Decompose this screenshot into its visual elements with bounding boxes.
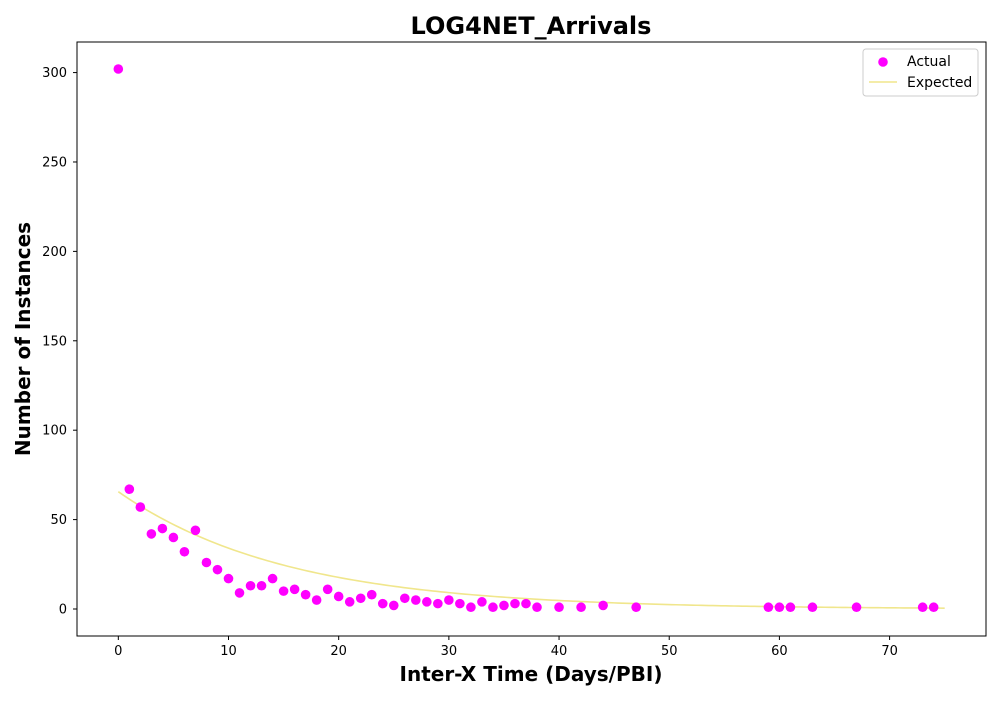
actual-point — [763, 602, 774, 613]
y-tick-label: 250 — [42, 155, 67, 170]
actual-point — [807, 602, 818, 613]
y-tick-label: 100 — [42, 424, 67, 439]
legend-expected-label: Expected — [907, 75, 972, 91]
actual-point — [124, 484, 135, 494]
actual-point — [190, 525, 201, 536]
actual-point — [377, 598, 388, 609]
actual-point — [598, 600, 608, 611]
actual-point — [477, 597, 487, 607]
actual-point — [355, 593, 366, 604]
actual-point — [333, 591, 344, 602]
actual-point — [300, 589, 311, 600]
actual-point — [774, 602, 785, 613]
actual-point — [201, 557, 212, 568]
x-tick-label: 30 — [441, 644, 458, 659]
actual-point — [234, 588, 245, 598]
y-tick-label: 200 — [42, 245, 67, 260]
actual-point — [322, 584, 333, 595]
y-tick-label: 150 — [42, 334, 67, 349]
x-axis-label: Inter-X Time (Days/PBI) — [400, 662, 663, 686]
actual-point — [212, 564, 223, 575]
actual-point — [851, 602, 862, 613]
actual-point — [168, 532, 179, 543]
y-tick-label: 300 — [42, 66, 67, 81]
legend-box — [862, 48, 979, 97]
plot-area: 0 10 20 30 40 50 60 70 0 50 100 150 200 250 300 — [42, 41, 987, 659]
y-axis-label: Number of Instances — [11, 222, 35, 456]
actual-point — [399, 593, 410, 604]
actual-point — [422, 597, 432, 607]
actual-point — [245, 580, 256, 591]
actual-point — [256, 580, 267, 591]
x-tick-label: 20 — [330, 644, 347, 659]
x-tick-label: 60 — [771, 644, 788, 659]
actual-point — [499, 600, 509, 611]
actual-point — [366, 589, 377, 600]
actual-point — [532, 602, 542, 613]
actual-point — [444, 595, 454, 605]
y-tick-label: 0 — [59, 603, 67, 618]
actual-point — [455, 598, 465, 609]
legend: Actual Expected — [862, 48, 979, 97]
actual-point — [917, 602, 928, 613]
actual-point — [521, 598, 531, 609]
chart-title: LOG4NET_Arrivals — [411, 12, 652, 40]
expected-curve — [117, 491, 945, 609]
x-tick-label: 40 — [551, 644, 568, 659]
actual-point — [344, 597, 355, 607]
actual-point — [433, 598, 443, 609]
actual-point — [785, 602, 796, 613]
actual-point — [113, 64, 124, 74]
x-tick-label: 50 — [661, 644, 678, 659]
actual-point — [510, 598, 520, 609]
x-tick-label: 10 — [220, 644, 237, 659]
legend-actual-marker — [878, 57, 888, 67]
actual-point — [311, 595, 322, 605]
actual-point — [135, 502, 146, 512]
y-tick-label: 50 — [50, 513, 67, 528]
actual-point — [179, 546, 190, 557]
actual-point — [289, 584, 300, 595]
actual-point — [631, 602, 641, 613]
actual-point — [267, 573, 278, 584]
actual-point — [157, 523, 168, 534]
axes-frame — [76, 41, 987, 637]
actual-point — [146, 529, 157, 539]
x-tick-label: 0 — [114, 644, 122, 659]
actual-point — [388, 600, 399, 611]
actual-point — [223, 573, 234, 584]
actual-point — [928, 602, 939, 613]
actual-point — [576, 602, 586, 613]
legend-actual-label: Actual — [907, 54, 951, 70]
actual-point — [411, 595, 421, 605]
actual-point — [278, 586, 289, 596]
x-tick-label: 70 — [881, 644, 898, 659]
actual-point — [466, 602, 476, 613]
actual-point — [488, 602, 498, 613]
actual-point — [554, 602, 564, 613]
